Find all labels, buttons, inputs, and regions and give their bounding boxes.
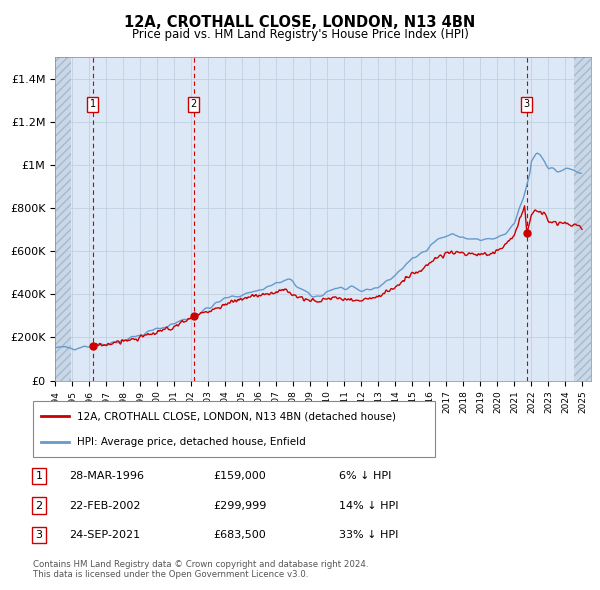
Text: 2: 2 <box>35 501 43 510</box>
Text: Contains HM Land Registry data © Crown copyright and database right 2024.
This d: Contains HM Land Registry data © Crown c… <box>33 560 368 579</box>
Text: HPI: Average price, detached house, Enfield: HPI: Average price, detached house, Enfi… <box>77 437 306 447</box>
Text: 6% ↓ HPI: 6% ↓ HPI <box>339 471 391 481</box>
Text: £159,000: £159,000 <box>213 471 266 481</box>
Text: 33% ↓ HPI: 33% ↓ HPI <box>339 530 398 540</box>
Text: 12A, CROTHALL CLOSE, LONDON, N13 4BN (detached house): 12A, CROTHALL CLOSE, LONDON, N13 4BN (de… <box>77 411 396 421</box>
Text: 2: 2 <box>191 99 197 109</box>
Text: 24-SEP-2021: 24-SEP-2021 <box>69 530 140 540</box>
Text: £299,999: £299,999 <box>213 501 266 510</box>
Text: 28-MAR-1996: 28-MAR-1996 <box>69 471 144 481</box>
Text: 3: 3 <box>524 99 530 109</box>
Text: 14% ↓ HPI: 14% ↓ HPI <box>339 501 398 510</box>
Text: 1: 1 <box>90 99 96 109</box>
Bar <box>574 57 591 381</box>
Text: £683,500: £683,500 <box>213 530 266 540</box>
Text: Price paid vs. HM Land Registry's House Price Index (HPI): Price paid vs. HM Land Registry's House … <box>131 28 469 41</box>
Text: 1: 1 <box>35 471 43 481</box>
Text: 12A, CROTHALL CLOSE, LONDON, N13 4BN: 12A, CROTHALL CLOSE, LONDON, N13 4BN <box>124 15 476 30</box>
Text: 22-FEB-2002: 22-FEB-2002 <box>69 501 140 510</box>
Bar <box>55 57 71 381</box>
Text: 3: 3 <box>35 530 43 540</box>
FancyBboxPatch shape <box>33 401 435 457</box>
